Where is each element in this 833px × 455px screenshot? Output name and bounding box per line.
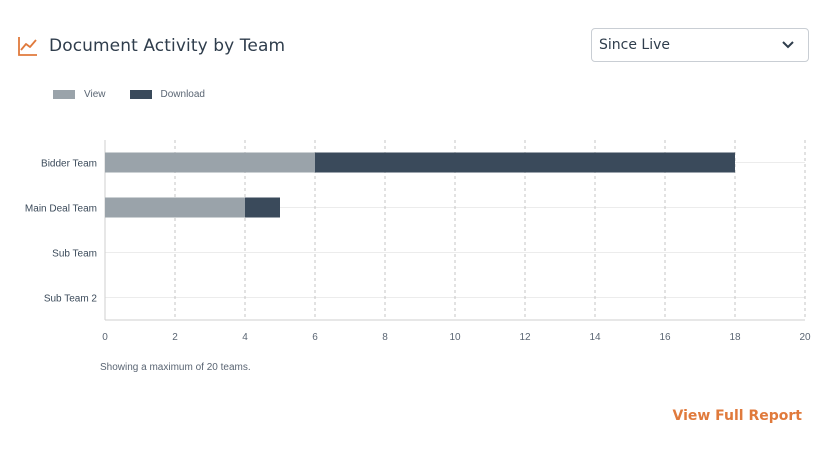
chart-legend: View Download [53,89,229,100]
y-category-label: Main Deal Team [25,204,97,215]
bar-view [105,152,315,173]
x-tick-label: 2 [172,332,178,343]
line-chart-icon [18,37,37,56]
legend-label-view: View [84,89,106,100]
legend-swatch-download [129,90,152,99]
y-category-label: Sub Team 2 [44,294,98,305]
x-tick-label: 8 [382,332,388,343]
footnote: Showing a maximum of 20 teams. [100,362,251,373]
x-tick-label: 6 [312,332,318,343]
bar-view [105,197,245,218]
x-tick-label: 0 [102,332,108,343]
bar-download [245,197,280,218]
legend-item-view[interactable]: View [53,89,106,100]
y-category-label: Sub Team [52,249,97,260]
x-tick-label: 14 [589,332,601,343]
legend-swatch-view [53,90,75,99]
chart-title: Document Activity by Team [49,36,286,56]
x-tick-label: 18 [729,332,741,343]
chevron-down-icon [782,41,794,49]
legend-label-download: Download [160,89,205,100]
legend-item-download[interactable]: Download [129,89,205,100]
widget-header: Document Activity by Team [17,30,285,62]
view-full-report-link[interactable]: View Full Report [672,408,802,424]
x-tick-label: 12 [519,332,531,343]
x-tick-label: 16 [659,332,671,343]
y-category-label: Bidder Team [41,159,97,170]
x-tick-label: 10 [449,332,461,343]
x-tick-label: 20 [799,332,811,343]
time-range-value: Since Live [599,37,670,53]
time-range-select[interactable]: Since Live [591,28,809,62]
bar-download [315,152,735,173]
x-tick-label: 4 [242,332,248,343]
